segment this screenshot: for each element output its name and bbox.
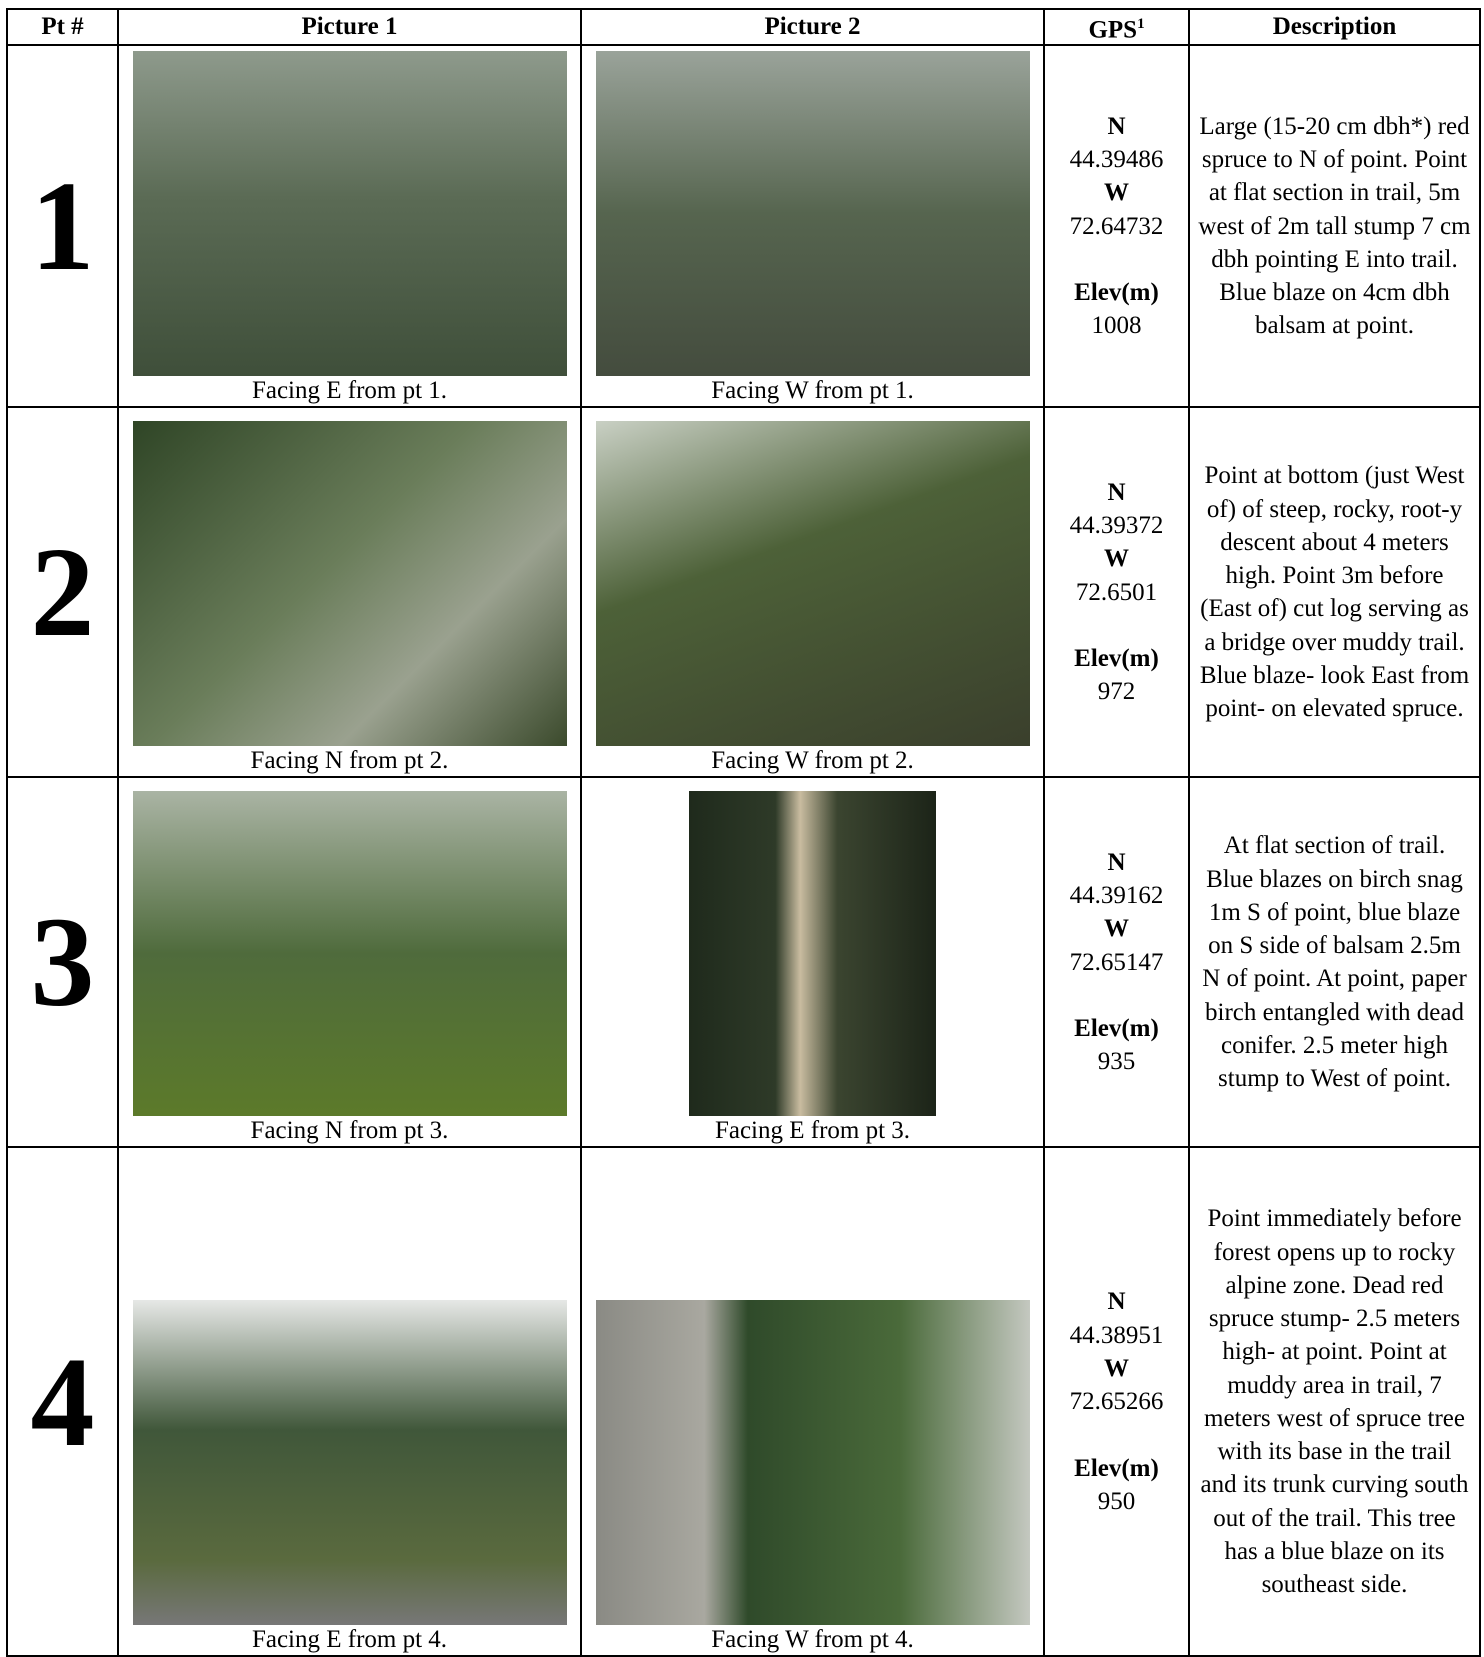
- gps-cell: N 44.39372 W 72.6501 Elev(m) 972: [1043, 406, 1190, 779]
- elevation: 935: [1097, 1048, 1136, 1076]
- header-cell: Picture 2: [580, 7, 1045, 47]
- point-row: 4 Facing E from pt 4. Facing W from pt 4. N…: [6, 1146, 1481, 1657]
- gps-label: N: [1107, 848, 1126, 876]
- picture-cell: Facing E from pt 3.: [580, 776, 1045, 1149]
- elevation: 1008: [1091, 312, 1142, 340]
- header-text: GPS: [1088, 16, 1138, 44]
- photo: [689, 791, 936, 1117]
- picture-cell: Facing E from pt 4.: [117, 1146, 582, 1657]
- header-cell: Description: [1188, 7, 1481, 47]
- caption: Facing N from pt 2.: [250, 747, 449, 775]
- gps-label: N: [1107, 112, 1126, 140]
- gps-label: N: [1107, 1288, 1126, 1316]
- table-body: 1 Facing E from pt 1. Facing W from pt 1. N…: [6, 44, 1481, 1657]
- latitude: 44.39372: [1069, 512, 1164, 540]
- picture-cell: Facing W from pt 1.: [580, 44, 1045, 409]
- gps-label: N: [1107, 478, 1126, 506]
- elevation: 972: [1097, 678, 1136, 706]
- description: Point immediately before forest opens up…: [1188, 1146, 1481, 1657]
- photo: [595, 51, 1030, 377]
- header-cell: Picture 1: [117, 7, 582, 47]
- caption: Facing E from pt 4.: [251, 1626, 448, 1654]
- photo: [595, 421, 1030, 747]
- longitude: 72.65147: [1069, 948, 1164, 976]
- header-row: Pt # Picture 1 Picture 2 GPS1 Descriptio…: [6, 7, 1481, 47]
- picture: Facing W from pt 2.: [582, 417, 1043, 776]
- point-row: 2 Facing N from pt 2. Facing W from pt 2. N…: [6, 406, 1481, 779]
- gps-label: W: [1104, 545, 1129, 573]
- gps-cell: N 44.39162 W 72.65147 Elev(m) 935: [1043, 776, 1190, 1149]
- picture: Facing N from pt 3.: [119, 787, 580, 1146]
- picture-cell: Facing N from pt 3.: [117, 776, 582, 1149]
- caption: Facing E from pt 3.: [714, 1117, 911, 1145]
- point-number: 1: [6, 44, 119, 409]
- gps-label: W: [1104, 1354, 1129, 1382]
- gps-label: W: [1104, 179, 1129, 207]
- point-number: 4: [6, 1146, 119, 1657]
- description: Point at bottom (just West of) of steep,…: [1188, 406, 1481, 779]
- latitude: 44.39486: [1069, 146, 1164, 174]
- description: At flat section of trail. Blue blazes on…: [1188, 776, 1481, 1149]
- photo: [132, 421, 567, 747]
- gps-label: Elev(m): [1074, 279, 1159, 307]
- point-number: 2: [6, 406, 119, 779]
- longitude: 72.6501: [1075, 578, 1158, 606]
- elevation: 950: [1097, 1487, 1136, 1515]
- gps-label: Elev(m): [1074, 645, 1159, 673]
- picture-cell: Facing W from pt 4.: [580, 1146, 1045, 1657]
- header-cell: Pt #: [6, 7, 119, 47]
- picture-cell: Facing E from pt 1.: [117, 44, 582, 409]
- photo: [595, 1300, 1030, 1626]
- header-cell: GPS1: [1043, 7, 1190, 47]
- caption: Facing W from pt 4.: [711, 1626, 914, 1654]
- longitude: 72.65266: [1069, 1388, 1164, 1416]
- picture-cell: Facing W from pt 2.: [580, 406, 1045, 779]
- longitude: 72.64732: [1069, 212, 1164, 240]
- picture-cell: Facing N from pt 2.: [117, 406, 582, 779]
- gps-label: W: [1104, 915, 1129, 943]
- point-row: 3 Facing N from pt 3. Facing E from pt 3. N…: [6, 776, 1481, 1149]
- photo: [132, 791, 567, 1117]
- gps-cell: N 44.38951 W 72.65266 Elev(m) 950: [1043, 1146, 1190, 1657]
- picture: Facing W from pt 4.: [582, 1296, 1043, 1655]
- photo: [132, 51, 567, 377]
- caption: Facing N from pt 3.: [250, 1117, 449, 1145]
- footnote-mark: 1: [1137, 16, 1145, 32]
- point-number: 3: [6, 776, 119, 1149]
- gps-cell: N 44.39486 W 72.64732 Elev(m) 1008: [1043, 44, 1190, 409]
- point-row: 1 Facing E from pt 1. Facing W from pt 1. N…: [6, 44, 1481, 409]
- picture: Facing E from pt 4.: [119, 1296, 580, 1655]
- picture: Facing E from pt 1.: [119, 47, 580, 406]
- latitude: 44.38951: [1069, 1321, 1164, 1349]
- points-table: Pt # Picture 1 Picture 2 GPS1 Descriptio…: [6, 7, 1481, 1657]
- picture: Facing E from pt 3.: [582, 787, 1043, 1146]
- picture: Facing W from pt 1.: [582, 47, 1043, 406]
- photo: [132, 1300, 567, 1626]
- caption: Facing W from pt 2.: [711, 747, 914, 775]
- description: Large (15-20 cm dbh*) red spruce to N of…: [1188, 44, 1481, 409]
- gps-label: Elev(m): [1074, 1454, 1159, 1482]
- gps-label: Elev(m): [1074, 1015, 1159, 1043]
- caption: Facing W from pt 1.: [711, 377, 914, 405]
- latitude: 44.39162: [1069, 882, 1164, 910]
- picture: Facing N from pt 2.: [119, 417, 580, 776]
- caption: Facing E from pt 1.: [251, 377, 448, 405]
